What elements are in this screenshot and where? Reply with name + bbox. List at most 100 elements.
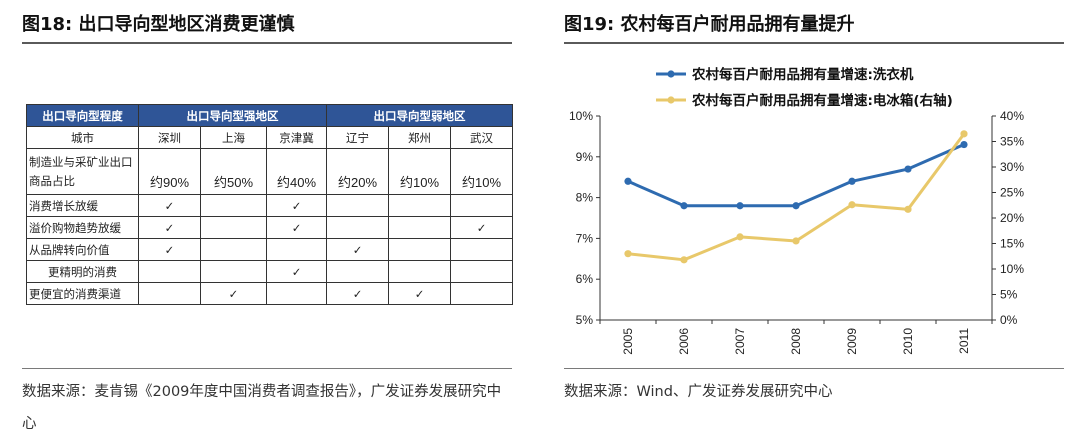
figure-18-title: 图18: 出口导向型地区消费更谨慎 [22, 14, 295, 35]
right-tick-label: 0% [1000, 313, 1018, 327]
x-tick-label: 2009 [845, 328, 859, 355]
table-row-cities: 城市 深圳 上海 京津冀 辽宁 郑州 武汉 [26, 126, 514, 149]
check-mark [388, 260, 452, 283]
table-cell-city: 上海 [200, 126, 267, 149]
table-row: 更便宜的消费渠道 ✓ ✓ ✓ [26, 282, 514, 305]
data-point [680, 202, 688, 210]
right-tick-label: 40% [1000, 109, 1024, 123]
source-divider [564, 368, 1064, 369]
table-cell-label: 更便宜的消费渠道 [26, 282, 139, 305]
check-mark: ✓ [450, 216, 514, 239]
data-point [904, 205, 912, 213]
check-mark [138, 260, 201, 283]
check-mark [326, 216, 390, 239]
table-cell-label: 制造业与采矿业出口商品占比 [26, 148, 139, 195]
data-point [848, 177, 856, 185]
table-cell-city: 京津冀 [265, 126, 328, 149]
data-source-note: 数据来源：麦肯锡《2009年度中国消费者调查报告》，广发证券发展研究中心 [22, 384, 502, 432]
data-point [960, 140, 968, 149]
table-header-weak: 出口导向型弱地区 [326, 104, 514, 127]
left-tick-label: 5% [576, 313, 594, 327]
check-mark [326, 260, 390, 283]
check-mark: ✓ [138, 194, 201, 217]
x-tick-label: 2006 [677, 328, 691, 355]
left-tick-label: 9% [576, 150, 594, 164]
data-point [624, 177, 632, 185]
table-cell-city: 郑州 [388, 126, 452, 149]
data-point [848, 201, 856, 209]
x-tick-label: 2007 [733, 328, 747, 355]
durable-goods-line-chart: 5% 6% 7% 8% 9% 10% 0% 5% 10% 15% 20% 25% 30% 35% 40% 20… [569, 66, 1024, 355]
check-mark [388, 238, 452, 261]
check-mark [200, 216, 267, 239]
table-cell-share: 约40% [265, 148, 328, 195]
table-row-share: 制造业与采矿业出口商品占比 约90% 约50% 约40% 约20% 约10% 约… [26, 148, 514, 195]
right-tick-label: 35% [1000, 135, 1024, 149]
table-cell-share: 约20% [326, 148, 390, 195]
check-mark: ✓ [265, 260, 328, 283]
check-mark [200, 194, 267, 217]
table-cell-label: 从品牌转向价值 [26, 238, 139, 261]
check-mark: ✓ [265, 194, 328, 217]
check-mark [200, 238, 267, 261]
table-cell-label: 溢价购物趋势放缓 [26, 216, 139, 239]
data-point [736, 202, 744, 210]
data-point [904, 165, 912, 173]
legend-marker [667, 70, 675, 78]
check-mark: ✓ [326, 238, 390, 261]
check-mark: ✓ [200, 282, 267, 305]
check-mark: ✓ [265, 216, 328, 239]
table-cell-share: 约10% [450, 148, 514, 195]
check-mark [326, 194, 390, 217]
right-tick-label: 25% [1000, 186, 1024, 200]
check-mark [388, 216, 452, 239]
data-point [792, 202, 800, 210]
data-point [624, 250, 632, 258]
legend-marker [667, 96, 675, 104]
check-mark: ✓ [388, 282, 452, 305]
table-cell-share: 约50% [200, 148, 267, 195]
check-mark: ✓ [138, 216, 201, 239]
table-cell-share: 约10% [388, 148, 452, 195]
series-line-0 [627, 143, 965, 208]
legend-label: 农村每百户耐用品拥有量增速:洗衣机 [691, 66, 914, 83]
x-tick-label: 2008 [789, 328, 803, 355]
x-tick-label: 2005 [621, 328, 635, 355]
left-tick-label: 7% [576, 231, 594, 245]
right-tick-label: 5% [1000, 288, 1018, 302]
figure-19-title: 图19: 农村每百户耐用品拥有量提升 [564, 14, 855, 35]
check-mark [450, 282, 514, 305]
check-mark [388, 194, 452, 217]
table-cell-city: 武汉 [450, 126, 514, 149]
x-tick-label: 2010 [901, 328, 915, 355]
consumption-table: 出口导向型程度 出口导向型强地区 出口导向型弱地区 城市 深圳 上海 京津冀 辽… [26, 104, 514, 305]
table-row: 消费增长放缓 ✓ ✓ [26, 194, 514, 217]
title-divider [22, 42, 512, 44]
check-mark [265, 238, 328, 261]
x-tick-label: 2011 [957, 328, 971, 354]
check-mark [200, 260, 267, 283]
check-mark [450, 194, 514, 217]
table-cell-city: 深圳 [138, 126, 201, 149]
data-source-note: 数据来源：Wind、广发证券发展研究中心 [564, 384, 833, 400]
table-cell-share: 约90% [138, 148, 201, 195]
data-point [680, 256, 688, 264]
figure-18-panel: 图18: 出口导向型地区消费更谨慎 出口导向型程度 出口导向型强地区 出口导向型… [0, 0, 530, 445]
check-mark [265, 282, 328, 305]
source-divider [22, 368, 512, 369]
data-point [792, 237, 800, 245]
table-row: 更精明的消费 ✓ [26, 260, 514, 283]
check-mark [138, 282, 201, 305]
right-tick-label: 15% [1000, 237, 1024, 251]
table-row: 从品牌转向价值 ✓ ✓ [26, 238, 514, 261]
right-tick-label: 10% [1000, 262, 1024, 276]
table-cell-city: 辽宁 [326, 126, 390, 149]
left-tick-label: 10% [569, 109, 593, 123]
left-tick-label: 8% [576, 191, 594, 205]
data-point [960, 130, 968, 138]
check-mark: ✓ [326, 282, 390, 305]
table-header-degree: 出口导向型程度 [26, 104, 139, 127]
right-tick-label: 30% [1000, 160, 1024, 174]
table-cell-label: 城市 [26, 126, 139, 149]
table-cell-label: 更精明的消费 [26, 260, 139, 283]
